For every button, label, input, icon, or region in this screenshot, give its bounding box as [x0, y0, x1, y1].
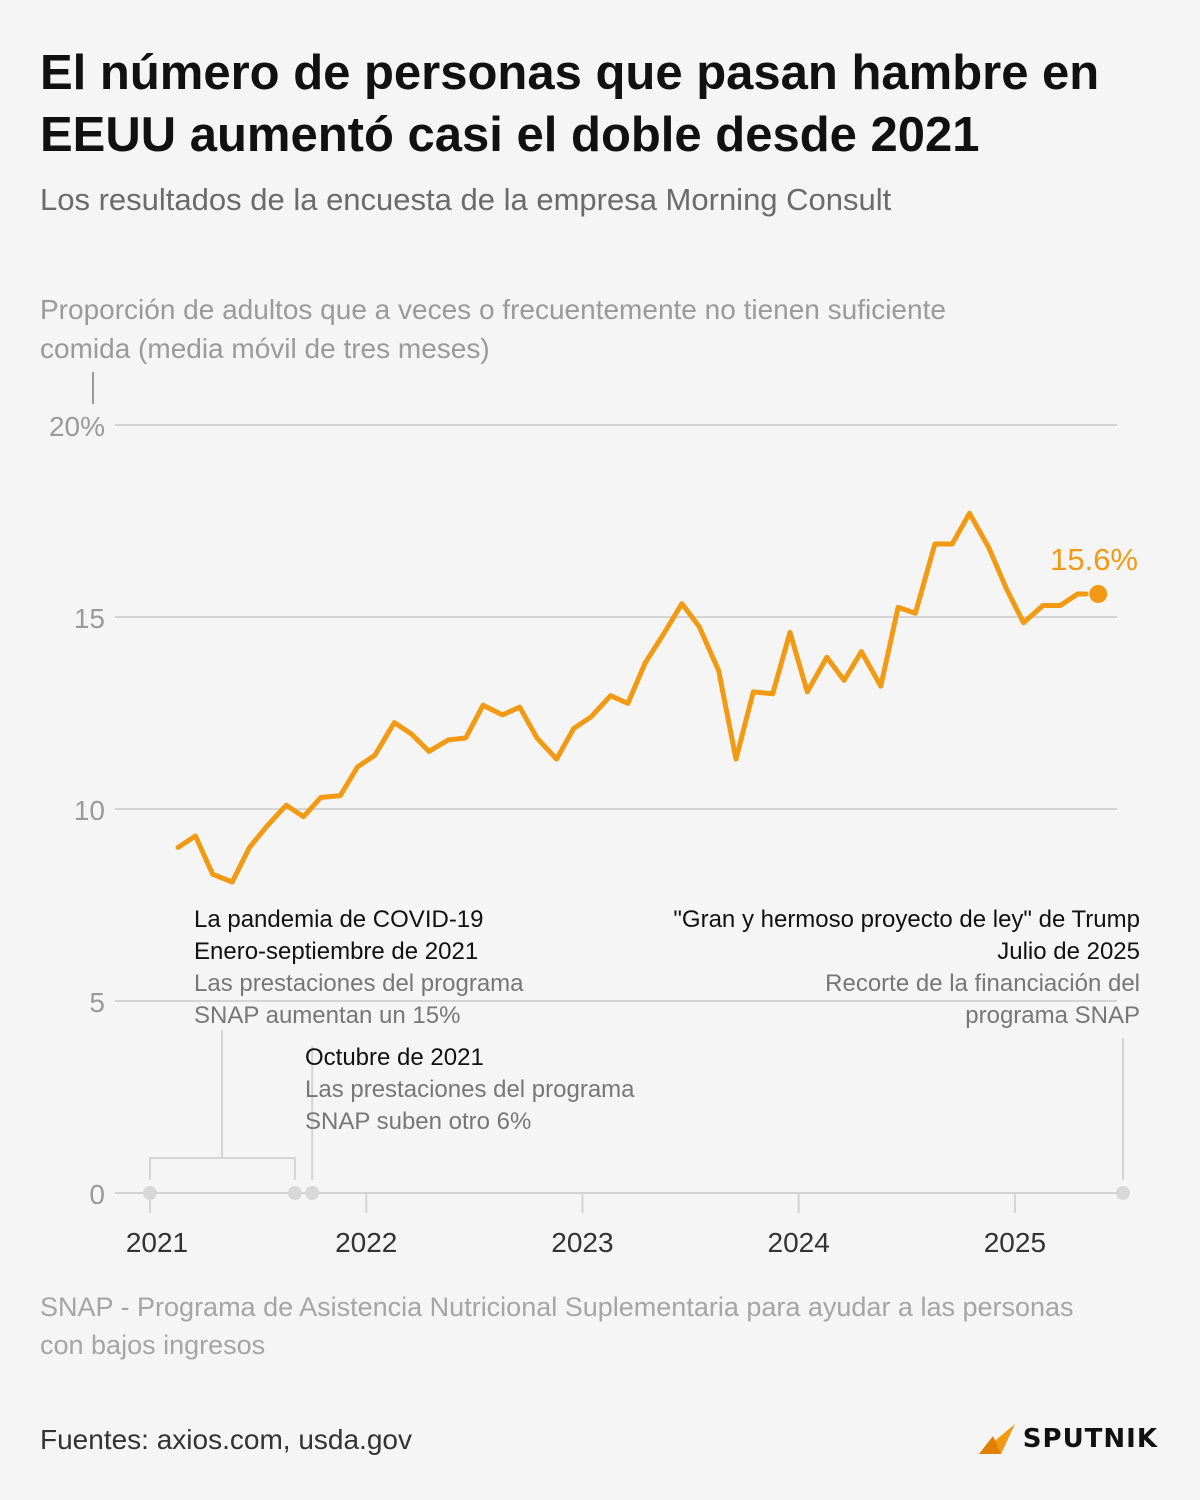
axis-title: Proporción de adultos que a veces o frec…	[40, 294, 946, 364]
annotation-covid-text: Las prestaciones del programa SNAP aumen…	[194, 970, 524, 1029]
y-tick-label: 15	[74, 603, 105, 634]
timeline-marker	[143, 1186, 157, 1200]
annotation-trump-date: Julio de 2025	[997, 938, 1140, 965]
annotation-covid: La pandemia de COVID-19 Enero-septiembre…	[194, 904, 614, 1032]
sputnik-logo: SPUTNIK	[978, 1424, 1158, 1454]
x-axis-ticks: 2021 2022 2023 2024 2025	[126, 1193, 1046, 1258]
grid-lines: 0 5 10 15 20%	[49, 372, 1117, 1210]
source: Fuentes: axios.com, usda.gov	[40, 1424, 412, 1455]
series-line	[175, 510, 1089, 885]
x-tick-label: 2021	[126, 1227, 188, 1258]
timeline-marker	[305, 1186, 320, 1200]
y-tick-label: 20%	[49, 411, 105, 442]
annotation-october: Octubre de 2021 Las prestaciones del pro…	[305, 1042, 725, 1138]
y-tick-label: 5	[89, 987, 105, 1018]
annotation-trump-title: "Gran y hermoso proyecto de ley" de Trum…	[673, 906, 1140, 933]
x-tick-label: 2022	[335, 1227, 397, 1258]
timeline-marker	[287, 1186, 302, 1200]
annotation-connectors	[149, 1030, 1124, 1180]
subtitle: Los resultados de la encuesta de la empr…	[40, 182, 892, 217]
x-tick-label: 2024	[768, 1227, 830, 1258]
annotation-october-date: Octubre de 2021	[305, 1044, 484, 1071]
series-group: 15.6%	[175, 510, 1138, 885]
covid-bracket	[149, 1157, 296, 1180]
end-point	[1089, 584, 1108, 603]
y-tick-label: 0	[89, 1179, 105, 1210]
timeline-markers	[143, 1186, 1130, 1200]
footnote: SNAP - Programa de Asistencia Nutriciona…	[40, 1292, 1074, 1360]
sputnik-logo-icon	[978, 1424, 1015, 1454]
timeline-marker	[1116, 1186, 1130, 1200]
annotation-october-text: Las prestaciones del programa SNAP suben…	[305, 1076, 635, 1135]
annotation-trump-text: Recorte de la financiación del programa …	[825, 970, 1140, 1029]
logo-text: SPUTNIK	[1022, 1424, 1158, 1454]
end-value-label: 15.6%	[1050, 542, 1138, 577]
x-tick-label: 2023	[551, 1227, 613, 1258]
annotation-trump: "Gran y hermoso proyecto de ley" de Trum…	[580, 904, 1140, 1032]
page-title: El número de personas que pasan hambre e…	[40, 46, 1100, 162]
y-tick-label: 10	[74, 795, 105, 826]
x-tick-label: 2025	[984, 1227, 1046, 1258]
annotation-covid-date: Enero-septiembre de 2021	[194, 938, 479, 965]
annotation-covid-title: La pandemia de COVID-19	[194, 906, 484, 933]
